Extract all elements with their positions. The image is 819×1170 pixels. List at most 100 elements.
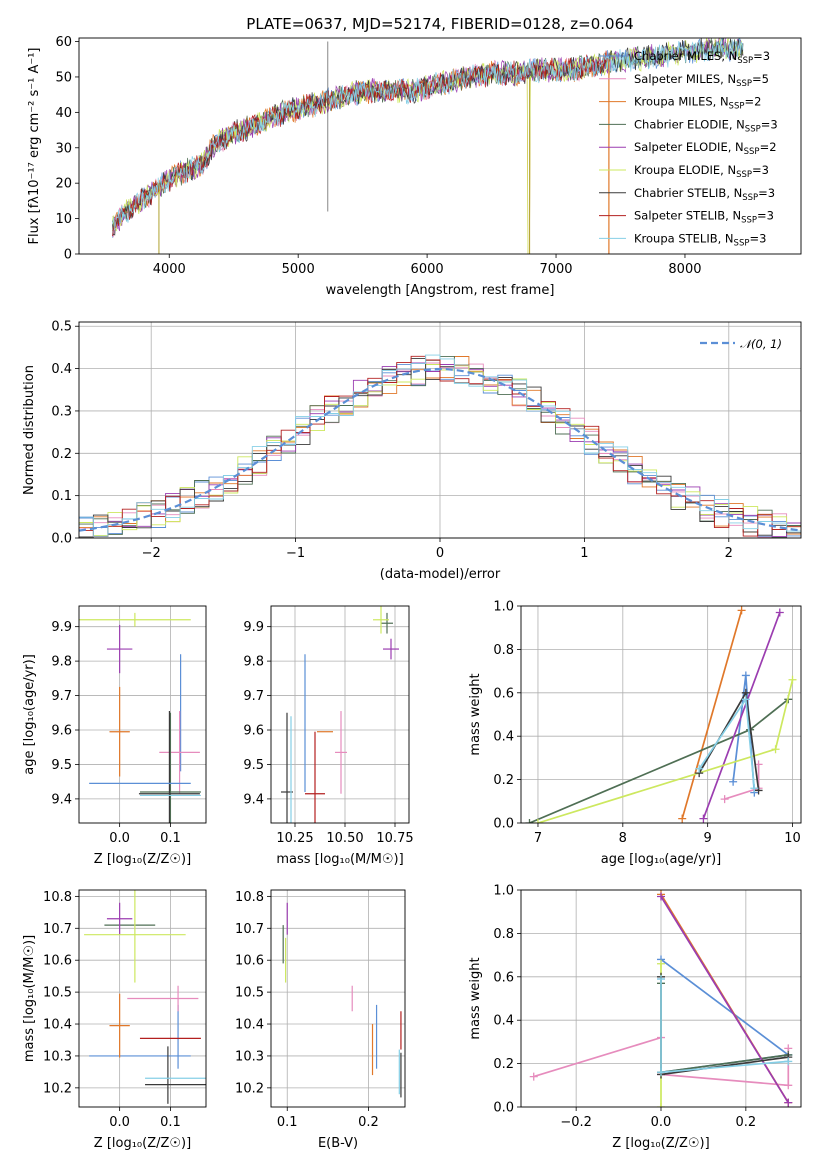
mass-vs-Z-ticks: 0.0 0.1 10.2 10.3 10.4 10.5 10.6 10.7 10.8 [43,890,181,1130]
y-tick-label: 30 [55,141,72,156]
x-tick-label: 0.1 [160,831,181,846]
legend-entry: Salpeter ELODIE, NSSP=2 [634,140,777,157]
spectrum-ylabel: Flux [fλ10⁻¹⁷ erg cm⁻² s⁻¹ A⁻¹] [27,48,42,245]
y-tick-label: 10 [55,212,72,227]
y-tick-label: 9.8 [243,655,264,670]
mass-vs-Z-panel: 0.0 0.1 10.2 10.3 10.4 10.5 10.6 10.7 10.8 Z [log… [22,889,207,1151]
y-tick-label: 0.8 [493,927,514,942]
x-tick-label: 0 [436,546,444,561]
spectrum-frame [78,37,802,255]
age-vs-mass-grid [271,606,409,823]
weight-vs-Z-ticks: −0.2 0.0 0.2 0.0 0.2 0.4 0.6 0.8 1.0 [493,884,756,1131]
y-tick-label: 0.5 [51,320,72,335]
mass-vs-EBV-frame [270,889,406,1108]
y-tick-label: 10.2 [235,1081,264,1096]
y-tick-label: 9.7 [243,689,264,704]
y-tick-label: 9.6 [243,724,264,739]
plus-marker [771,745,780,754]
plus-marker [657,974,665,983]
x-tick-label: 0.1 [160,1115,181,1130]
x-tick-label: 10.50 [326,831,363,846]
x-tick-label: −1 [286,546,305,561]
mass-vs-EBV-panel: 0.1 0.2 10.2 10.3 10.4 10.5 10.6 10.7 10.8 E(B-V) [235,889,406,1151]
plus-marker [533,819,542,823]
mass-vs-Z-xlabel: Z [log₁₀(Z/Z☉)] [94,1136,191,1151]
x-tick-label: 0.2 [736,1115,757,1130]
plus-marker [754,786,763,795]
y-tick-label: 0.0 [51,532,72,547]
y-tick-label: 9.7 [51,689,72,704]
plus-marker [775,608,784,617]
y-tick-label: 20 [55,177,72,192]
weight-vs-Z-series-1 [660,958,791,1074]
age-vs-Z-xlabel: Z [log₁₀(Z/Z☉)] [94,852,191,867]
x-tick-label: 0.2 [358,1115,379,1130]
y-tick-label: 10.5 [43,986,72,1001]
x-tick-label: 7 [534,831,542,846]
y-tick-label: 0 [64,248,72,263]
legend-entry: Chabrier MILES, NSSP=3 [634,49,770,66]
legend-entry: Kroupa STELIB, NSSP=3 [634,231,766,248]
y-tick-label: 9.6 [51,724,72,739]
plus-marker [729,777,738,786]
weight-vs-age-frame [520,605,802,824]
age-vs-Z-ylabel: age [log₁₀(age/yr)] [22,654,37,775]
plus-marker [529,1072,538,1081]
y-tick-label: 0.2 [51,447,72,462]
y-tick-label: 60 [55,35,72,50]
spectrum-marks [112,38,744,254]
y-tick-label: 10.6 [43,954,72,969]
residuals-xlabel: (data-model)/error [380,567,501,582]
y-tick-label: 10.7 [43,922,72,937]
spectrum-ticks: 4000 5000 6000 7000 8000 0 10 20 30 40 50 60 [55,35,701,277]
plus-marker [657,959,665,968]
plus-marker [784,1081,793,1090]
residuals-panel: −2 −1 0 1 2 0.0 0.1 0.2 0.3 0.4 0.5 (data-model)/er… [22,320,802,582]
y-tick-label: 0.2 [493,773,514,788]
weight-vs-age-panel: 7 8 9 10 0.0 0.2 0.4 0.6 0.8 1.0 age [log₁₀(age/yr… [468,600,802,867]
age-vs-mass-ticks: 10.25 10.50 10.75 9.4 9.5 9.6 9.7 9.8 9.9 [243,620,413,846]
y-tick-label: 9.4 [51,792,72,807]
y-tick-label: 50 [55,70,72,85]
weight-vs-Z-series-7 [660,976,789,1076]
age-vs-mass-panel: 10.25 10.50 10.75 9.4 9.5 9.6 9.7 9.8 9.9 mass [l… [243,605,414,867]
y-tick-label: 0.6 [493,686,514,701]
mass-vs-EBV-ticks: 0.1 0.2 10.2 10.3 10.4 10.5 10.6 10.7 10.8 [235,890,379,1130]
y-tick-label: 1.0 [493,884,514,899]
legend-entry: Chabrier STELIB, NSSP=3 [634,186,775,203]
plus-marker [678,814,687,823]
legend-entry: 𝒩(0, 1) [740,337,782,351]
age-vs-Z-ticks: 0.0 0.1 9.4 9.5 9.6 9.7 9.8 9.9 [51,620,180,846]
x-tick-label: 0.0 [109,831,130,846]
weight-vs-age-ylabel: mass weight [468,673,483,755]
y-tick-label: 10.8 [235,890,264,905]
y-tick-label: 9.5 [51,758,72,773]
x-tick-label: 4000 [153,262,186,277]
plus-marker [788,675,797,684]
plus-marker [525,819,534,823]
weight-vs-Z-series-5 [660,896,790,1104]
residuals-ylabel: Normed distribution [22,365,37,495]
legend-entry: Kroupa ELODIE, NSSP=3 [634,163,769,180]
y-tick-label: 0.0 [493,817,514,832]
weight-vs-Z-panel: −0.2 0.0 0.2 0.0 0.2 0.4 0.6 0.8 1.0 Z [log₁₀(Z/Z… [468,884,802,1151]
weight-vs-Z-xlabel: Z [log₁₀(Z/Z☉)] [612,1136,709,1151]
y-tick-label: 10.8 [43,890,72,905]
plus-marker [657,1103,665,1107]
plus-marker [741,671,750,680]
spectrum-title: PLATE=0637, MJD=52174, FIBERID=0128, z=0… [246,15,633,33]
residuals-marks [79,354,801,538]
spectrum-series-9 [112,38,744,230]
y-tick-label: 0.4 [51,362,72,377]
mass-vs-Z-marks [84,890,206,1104]
legend-entry: Chabrier ELODIE, NSSP=3 [634,117,778,134]
mass-vs-EBV-marks [282,902,402,1098]
mass-vs-EBV-grid [271,890,405,1107]
residuals-ticks: −2 −1 0 1 2 0.0 0.1 0.2 0.3 0.4 0.5 [51,320,733,561]
mass-vs-Z-frame [78,889,207,1108]
legend-entry: Salpeter MILES, NSSP=5 [634,72,769,89]
spectrum-legend: Chabrier MILES, NSSP=3 Salpeter MILES, NS… [599,49,778,248]
histogram-series-9 [79,354,801,537]
y-tick-label: 9.8 [51,655,72,670]
weight-vs-age-series-3 [681,610,743,819]
